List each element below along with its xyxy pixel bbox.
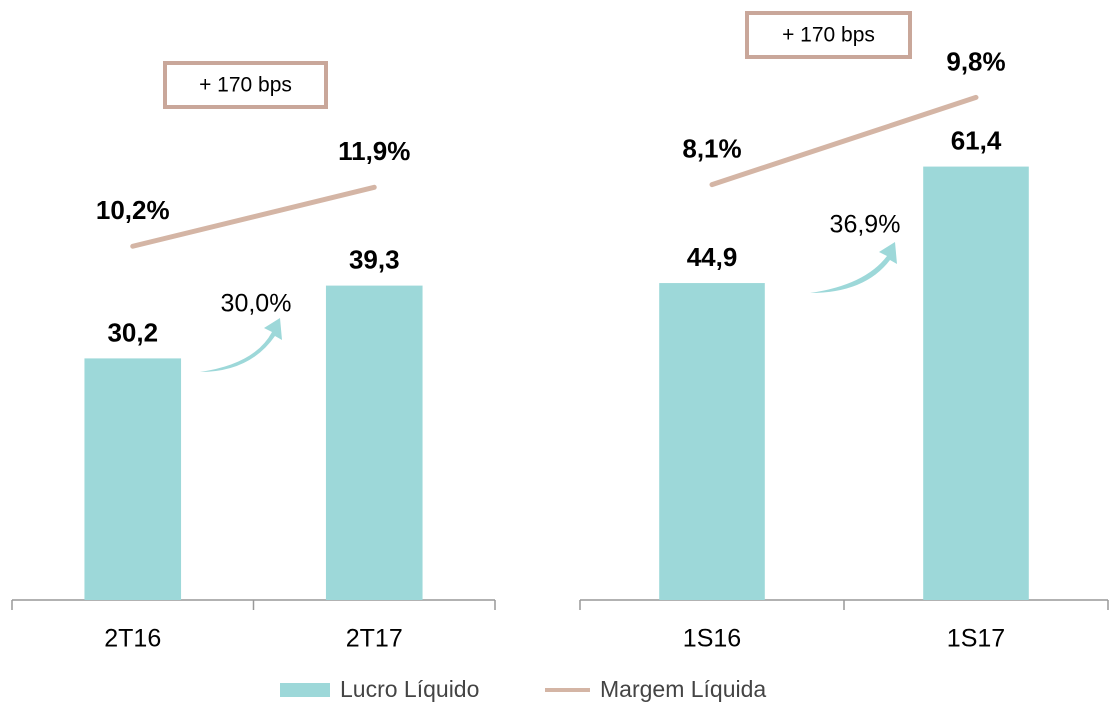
annotation-text: + 170 bps xyxy=(199,74,292,97)
growth-arrow xyxy=(200,318,282,372)
annotation-box xyxy=(163,61,328,109)
annotation-text: + 170 bps xyxy=(782,24,875,47)
line-value-label: 9,8% xyxy=(946,46,1005,76)
legend-swatch xyxy=(280,683,330,697)
x-tick-label: 1S17 xyxy=(947,625,1005,653)
legend-label: Margem Líquida xyxy=(600,676,766,702)
bar xyxy=(325,285,423,600)
line-value-label: 10,2% xyxy=(96,195,170,225)
annotation-box xyxy=(745,11,912,59)
margin-line xyxy=(709,94,979,188)
bar xyxy=(84,358,182,600)
bar-value-label: 30,2 xyxy=(107,317,158,347)
line-value-label: 8,1% xyxy=(682,133,741,163)
margin-line xyxy=(130,184,377,249)
bar xyxy=(659,283,765,600)
bar-value-label: 44,9 xyxy=(687,242,738,272)
bar xyxy=(923,166,1029,600)
x-tick-label: 1S16 xyxy=(683,625,741,653)
growth-label: 30,0% xyxy=(221,290,292,318)
growth-label: 36,9% xyxy=(830,211,901,239)
x-tick-label: 2T17 xyxy=(346,625,403,653)
legend-label: Lucro Líquido xyxy=(340,676,479,702)
line-value-label: 11,9% xyxy=(338,136,410,166)
growth-arrow xyxy=(810,242,897,293)
bar-value-label: 61,4 xyxy=(951,125,1002,155)
bar-value-label: 39,3 xyxy=(349,244,400,274)
x-tick-label: 2T16 xyxy=(104,625,161,653)
